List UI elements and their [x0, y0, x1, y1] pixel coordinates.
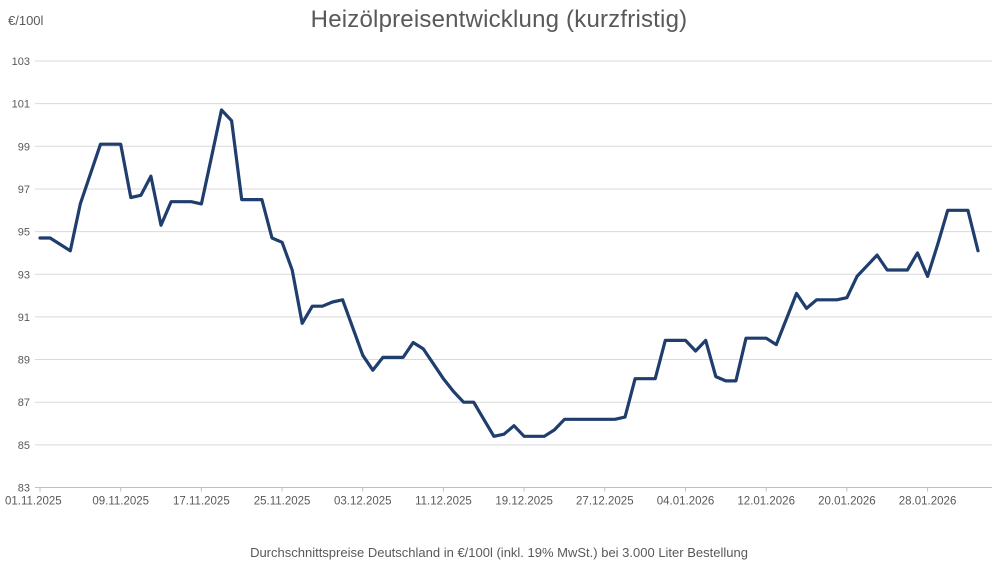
y-axis-unit-label: €/100l	[8, 13, 44, 28]
y-axis-tick-label: 99	[18, 141, 30, 153]
chart-caption: Durchschnittspreise Deutschland in €/100…	[250, 545, 748, 560]
y-axis-tick-label: 103	[12, 56, 30, 68]
y-axis-tick-label: 95	[18, 227, 30, 239]
x-axis-tick-label: 27.12.2025	[576, 496, 634, 508]
y-axis-tick-label: 83	[18, 483, 30, 495]
chart-title: Heizölpreisentwicklung (kurzfristig)	[310, 6, 688, 33]
y-axis-tick-label: 85	[18, 440, 30, 452]
x-axis-tick-label: 04.01.2026	[657, 496, 715, 508]
x-axis-tick-label: 11.12.2025	[415, 496, 472, 508]
x-axis-tick-label: 17.11.2025	[173, 496, 230, 508]
x-axis-tick-label: 01.11.2025	[5, 496, 62, 508]
price-line	[38, 108, 980, 438]
x-axis-tick-label: 09.11.2025	[92, 496, 149, 508]
x-axis-tick-label: 28.01.2026	[899, 496, 957, 508]
y-axis-tick-label: 91	[18, 312, 30, 324]
y-axis-tick-label: 97	[18, 184, 30, 196]
y-axis-tick-label: 101	[12, 99, 30, 111]
x-axis-tick-label: 19.12.2025	[495, 496, 553, 508]
x-axis-tick-label: 20.01.2026	[818, 496, 876, 508]
x-axis-tick-label: 25.11.2025	[254, 496, 311, 508]
y-axis-tick-label: 89	[18, 355, 30, 367]
y-axis-tick-label: 93	[18, 269, 30, 281]
y-axis-tick-label: 87	[18, 397, 30, 409]
x-axis-tick-label: 03.12.2025	[334, 496, 392, 508]
x-axis-tick-label: 12.01.2026	[737, 496, 795, 508]
